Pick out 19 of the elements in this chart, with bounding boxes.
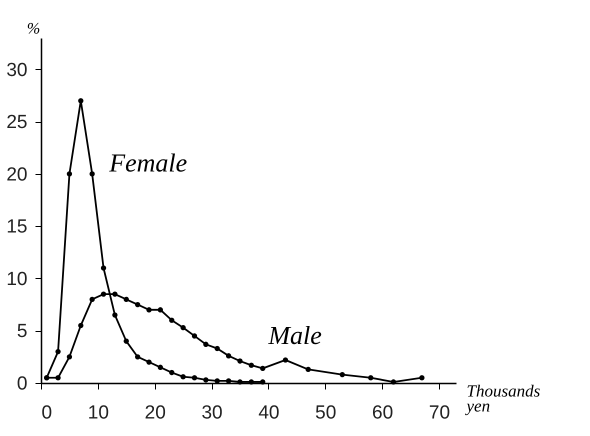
- y-tick-label: 10: [6, 268, 28, 290]
- x-tick-label: 20: [144, 402, 166, 424]
- x-tick-label: 40: [258, 402, 280, 424]
- x-axis-title: Thousands yen: [464, 382, 541, 416]
- x-tick-label: 70: [428, 402, 450, 424]
- x-tick-label: 0: [42, 402, 52, 424]
- y-tick-label: 30: [6, 60, 28, 81]
- x-tick-label: 10: [88, 402, 109, 424]
- x-tick-label: 50: [315, 402, 336, 424]
- series-label: Female: [108, 148, 188, 178]
- y-tick-label: 5: [16, 321, 28, 342]
- y-tick-label: 15: [6, 216, 28, 238]
- y-tick-label: 20: [6, 164, 28, 186]
- y-axis-title: %: [26, 20, 40, 38]
- y-tick-label: 0: [16, 374, 28, 394]
- y-tick-label: 25: [6, 112, 28, 134]
- x-tick-label: 30: [201, 402, 223, 424]
- series-label: Male: [267, 320, 322, 350]
- x-tick-label: 60: [372, 402, 394, 424]
